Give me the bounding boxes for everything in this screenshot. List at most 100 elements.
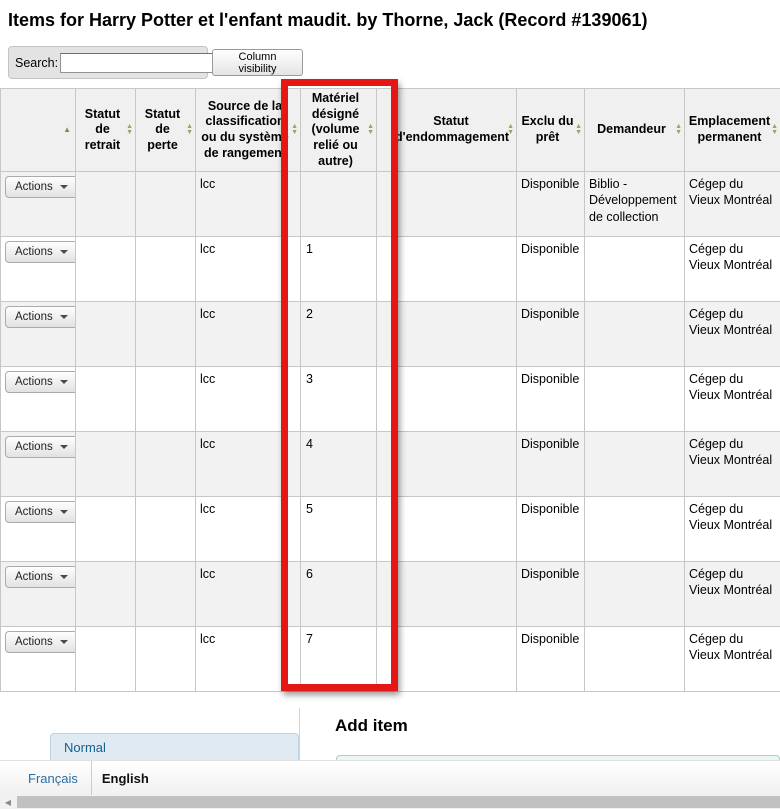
sort-icons[interactable]: ▲ ▼ bbox=[186, 123, 193, 137]
materiel-cell: 4 bbox=[300, 431, 377, 498]
demandeur-cell bbox=[584, 626, 685, 693]
table-row: Actions lcc 2 Disponible Cégep du Vieux … bbox=[0, 301, 780, 368]
scroll-left-arrow-icon[interactable]: ◀ bbox=[4, 797, 12, 807]
sort-icons[interactable]: ▲ ▼ bbox=[291, 123, 298, 137]
actions-button[interactable]: Actions bbox=[5, 306, 75, 329]
column-header-statut-retrait[interactable]: Statut de retrait ▲ ▼ bbox=[75, 87, 136, 173]
materiel-cell: 7 bbox=[300, 626, 377, 693]
emplacement-cell: Cégep du Vieux Montréal bbox=[684, 236, 780, 303]
caret-down-icon bbox=[59, 315, 68, 320]
materiel-cell: 1 bbox=[300, 236, 377, 303]
source-cell: lcc bbox=[195, 171, 301, 238]
table-row: Actions lcc Disponible Biblio - Développ… bbox=[0, 171, 780, 238]
actions-button[interactable]: Actions bbox=[5, 566, 75, 589]
column-header-statut-perte[interactable]: Statut de perte ▲ ▼ bbox=[135, 87, 196, 173]
column-header-empty bbox=[376, 87, 392, 173]
exclu-cell: Disponible bbox=[516, 366, 585, 433]
emplacement-cell: Cégep du Vieux Montréal bbox=[684, 626, 780, 693]
demandeur-cell bbox=[584, 431, 685, 498]
caret-down-icon bbox=[59, 640, 68, 645]
language-link-english[interactable]: English bbox=[101, 771, 149, 786]
actions-button[interactable]: Actions bbox=[5, 436, 75, 459]
caret-down-icon bbox=[59, 250, 68, 255]
page-title: Items for Harry Potter et l'enfant maudi… bbox=[8, 10, 648, 30]
caret-down-icon bbox=[59, 445, 68, 450]
language-bar: Français English bbox=[0, 760, 780, 796]
language-separator bbox=[90, 761, 92, 796]
table-row: Actions lcc 1 Disponible Cégep du Vieux … bbox=[0, 236, 780, 303]
sort-icons[interactable]: ▲ ▼ bbox=[507, 123, 514, 137]
caret-down-icon bbox=[59, 575, 68, 580]
demandeur-cell bbox=[584, 561, 685, 628]
emplacement-cell: Cégep du Vieux Montréal bbox=[684, 301, 780, 368]
horizontal-scrollbar[interactable]: ◀ bbox=[0, 795, 780, 809]
exclu-cell: Disponible bbox=[516, 301, 585, 368]
panel-divider bbox=[299, 708, 300, 760]
demandeur-cell bbox=[584, 496, 685, 563]
column-header-demandeur[interactable]: Demandeur ▲ ▼ bbox=[584, 87, 685, 173]
source-cell: lcc bbox=[195, 301, 301, 368]
search-panel: Search: bbox=[8, 46, 217, 79]
search-input[interactable] bbox=[60, 52, 217, 73]
actions-button[interactable]: Actions bbox=[5, 501, 75, 524]
column-header-exclu-du-pret[interactable]: Exclu du prêt ▲ ▼ bbox=[516, 87, 585, 173]
exclu-cell: Disponible bbox=[516, 626, 585, 693]
search-label: Search: bbox=[15, 55, 59, 70]
sort-icons[interactable]: ▲ ▼ bbox=[675, 123, 682, 137]
source-cell: lcc bbox=[195, 626, 301, 693]
scrollbar-thumb[interactable] bbox=[17, 796, 780, 808]
actions-button[interactable]: Actions bbox=[5, 176, 75, 199]
demandeur-cell bbox=[584, 236, 685, 303]
exclu-cell: Disponible bbox=[516, 431, 585, 498]
materiel-cell: 2 bbox=[300, 301, 377, 368]
caret-down-icon bbox=[59, 185, 68, 190]
language-link-francais[interactable]: Français bbox=[28, 771, 78, 786]
materiel-cell: 5 bbox=[300, 496, 377, 563]
source-cell: lcc bbox=[195, 366, 301, 433]
table-row: Actions lcc 4 Disponible Cégep du Vieux … bbox=[0, 431, 780, 498]
emplacement-cell: Cégep du Vieux Montréal bbox=[684, 561, 780, 628]
source-cell: lcc bbox=[195, 496, 301, 563]
source-cell: lcc bbox=[195, 431, 301, 498]
column-header-materiel-designe[interactable]: Matériel désigné (volume relié ou autre)… bbox=[300, 87, 377, 173]
exclu-cell: Disponible bbox=[516, 561, 585, 628]
emplacement-cell: Cégep du Vieux Montréal bbox=[684, 496, 780, 563]
column-header-source-classification[interactable]: Source de la classification ou du systèm… bbox=[195, 87, 301, 173]
column-visibility-button[interactable]: Column visibility bbox=[212, 49, 303, 76]
source-cell: lcc bbox=[195, 561, 301, 628]
materiel-cell: 6 bbox=[300, 561, 377, 628]
actions-button[interactable]: Actions bbox=[5, 631, 75, 654]
caret-down-icon bbox=[59, 380, 68, 385]
sort-icons[interactable]: ▲ ▼ bbox=[367, 123, 374, 137]
caret-down-icon bbox=[59, 510, 68, 515]
emplacement-cell: Cégep du Vieux Montréal bbox=[684, 366, 780, 433]
demandeur-cell bbox=[584, 301, 685, 368]
demandeur-cell: Biblio - Développement de collection bbox=[584, 171, 685, 238]
column-header-actions[interactable]: ▲ bbox=[0, 87, 76, 173]
sort-ascending-icon[interactable]: ▲ bbox=[63, 125, 71, 135]
materiel-cell: 3 bbox=[300, 366, 377, 433]
actions-button[interactable]: Actions bbox=[5, 371, 75, 394]
column-header-emplacement-permanent[interactable]: Emplacement permanent ▲ ▼ bbox=[684, 87, 780, 173]
materiel-cell bbox=[300, 171, 377, 238]
emplacement-cell: Cégep du Vieux Montréal bbox=[684, 431, 780, 498]
actions-button[interactable]: Actions bbox=[5, 241, 75, 264]
table-row: Actions lcc 6 Disponible Cégep du Vieux … bbox=[0, 561, 780, 628]
exclu-cell: Disponible bbox=[516, 496, 585, 563]
column-header-statut-endommagement[interactable]: Statut d'endommagement ▲ ▼ bbox=[391, 87, 517, 173]
source-cell: lcc bbox=[195, 236, 301, 303]
sort-icons[interactable]: ▲ ▼ bbox=[575, 123, 582, 137]
sort-icons[interactable]: ▲ ▼ bbox=[126, 123, 133, 137]
emplacement-cell: Cégep du Vieux Montréal bbox=[684, 171, 780, 238]
table-row: Actions lcc 3 Disponible Cégep du Vieux … bbox=[0, 366, 780, 433]
exclu-cell: Disponible bbox=[516, 171, 585, 238]
sort-icons[interactable]: ▲ ▼ bbox=[771, 123, 778, 137]
table-row: Actions lcc 5 Disponible Cégep du Vieux … bbox=[0, 496, 780, 563]
header-row: ▲ Statut de retrait ▲ ▼ Statut de perte ▲… bbox=[0, 87, 780, 173]
add-item-heading: Add item bbox=[335, 716, 408, 735]
items-table: ▲ Statut de retrait ▲ ▼ Statut de perte ▲… bbox=[0, 87, 780, 693]
table-row: Actions lcc 7 Disponible Cégep du Vieux … bbox=[0, 626, 780, 693]
tab-normal[interactable]: Normal bbox=[50, 733, 299, 760]
exclu-cell: Disponible bbox=[516, 236, 585, 303]
